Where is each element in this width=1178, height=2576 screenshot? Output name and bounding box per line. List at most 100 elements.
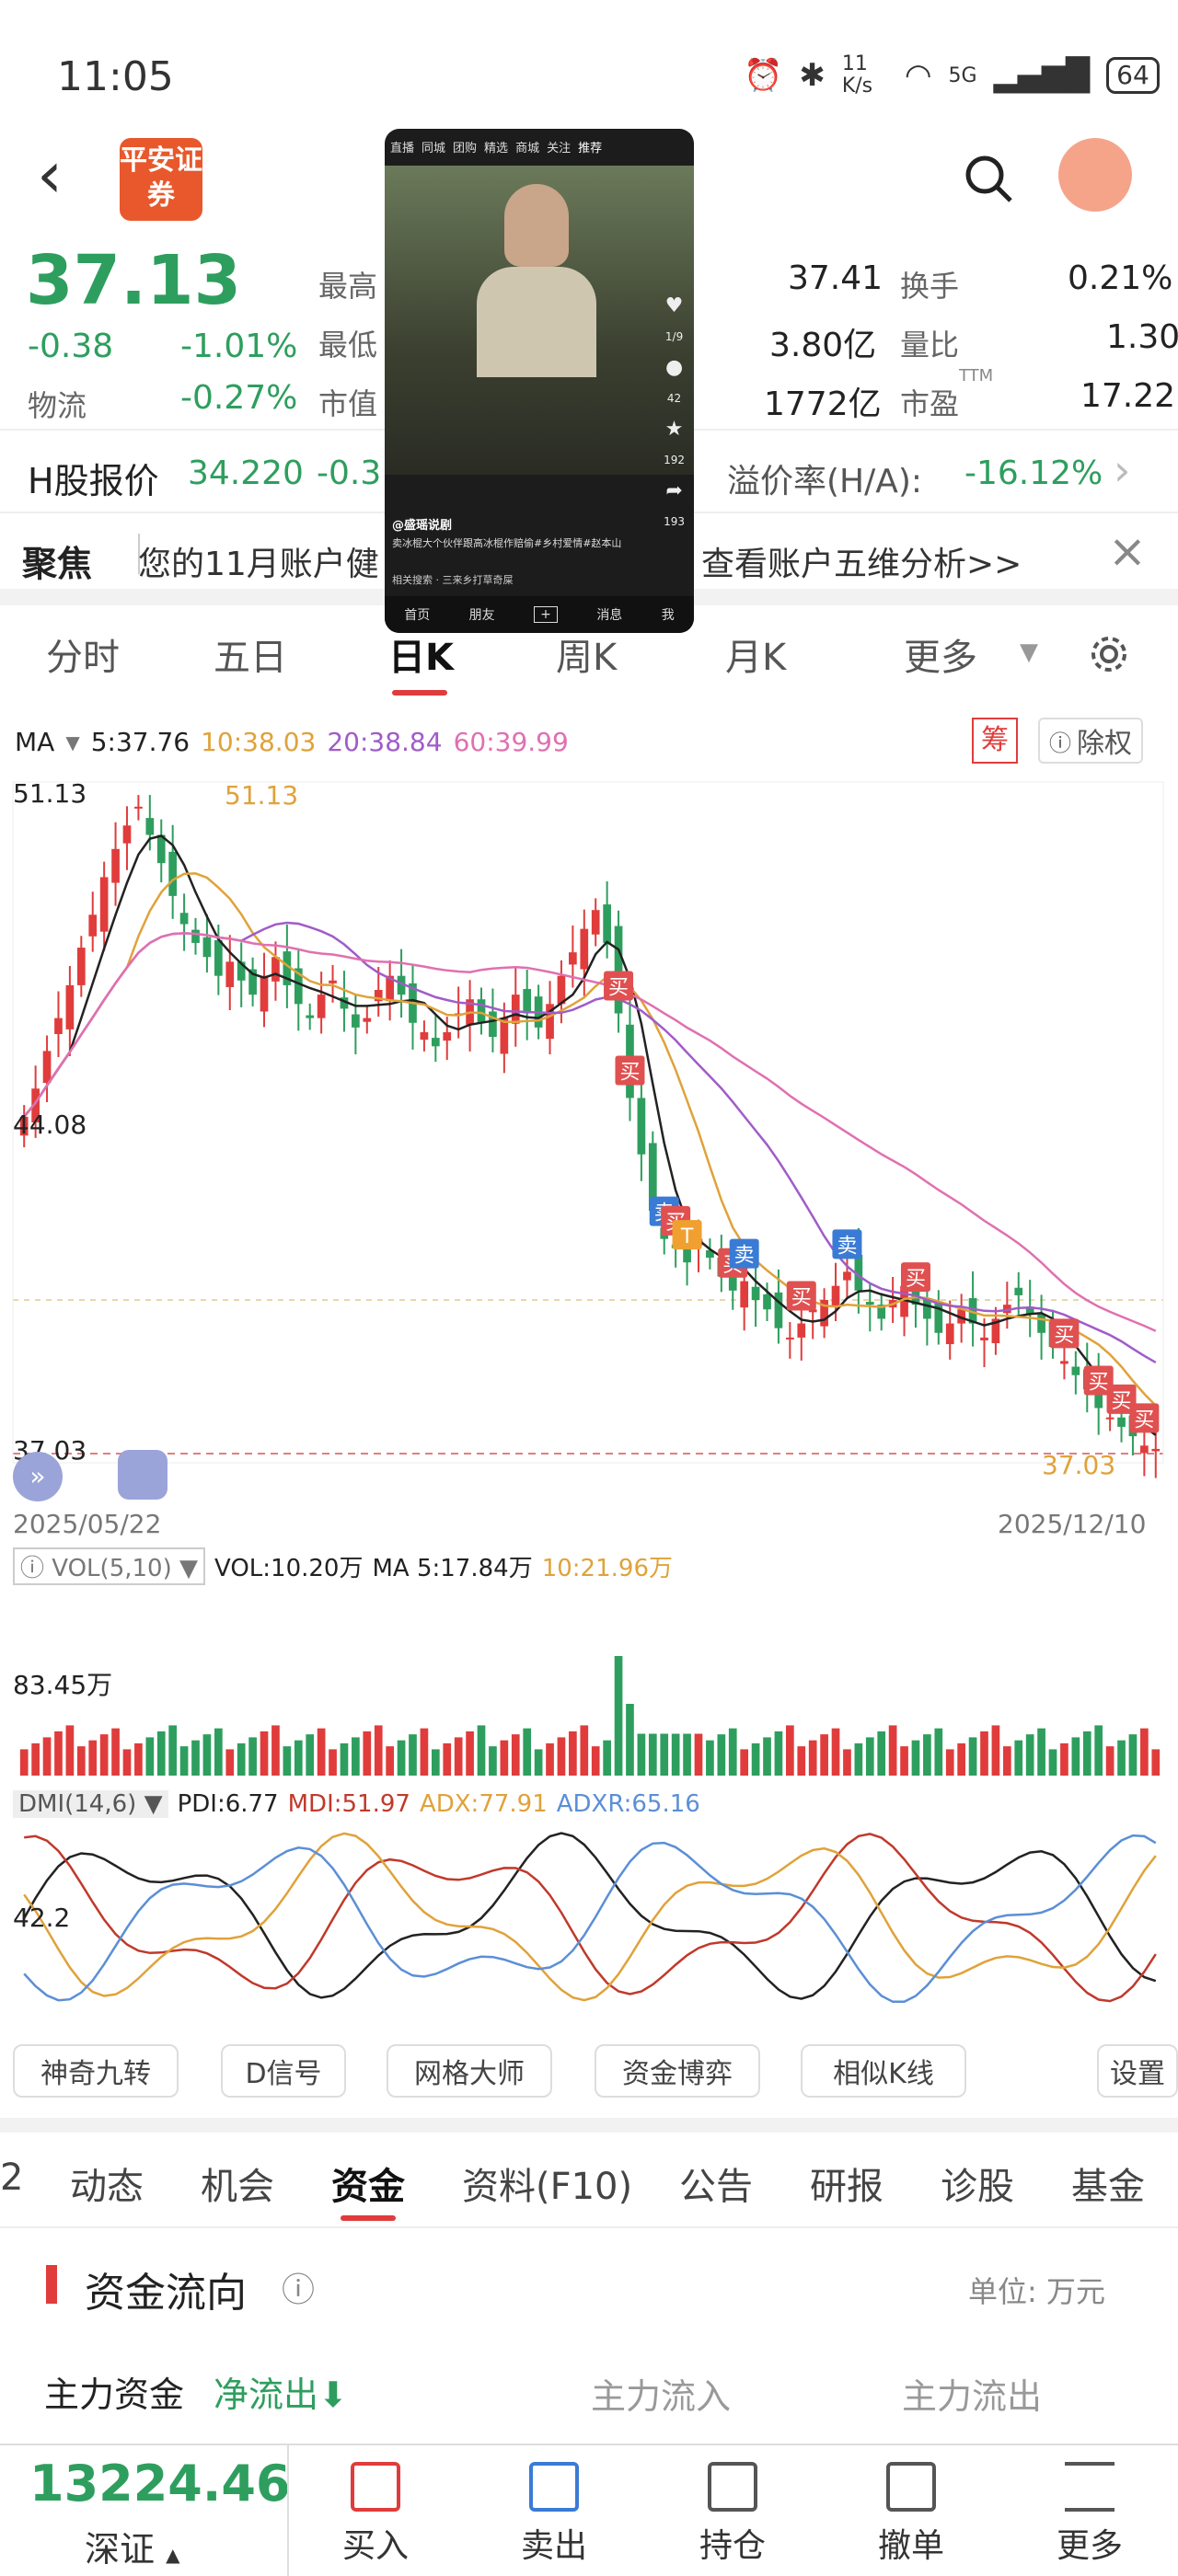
tab-capital[interactable]: 资金 [331, 2166, 405, 2208]
candle-body [831, 1285, 840, 1306]
tab-f10[interactable]: 资料(F10) [462, 2166, 633, 2208]
volume-bar [808, 1740, 817, 1776]
tab-notice[interactable]: 公告 [679, 2166, 753, 2208]
tool-grid-master[interactable]: 网格大师 [387, 2044, 552, 2098]
star-icon[interactable]: ★ [664, 418, 684, 441]
tab-diagnose[interactable]: 诊股 [941, 2166, 1014, 2208]
dmi-legend[interactable]: DMI(14,6) ▼ PDI:6.77 MDI:51.97 ADX:77.91… [13, 1790, 700, 1818]
candle-body [145, 818, 155, 835]
video-nav[interactable]: 首页 朋友 + 消息 我 [385, 596, 694, 633]
more-button[interactable]: 更多 [1034, 2462, 1145, 2567]
expand-left-button[interactable]: » [13, 1452, 63, 1501]
candle-body [443, 1031, 452, 1041]
kline-chart[interactable]: 买买卖买T买卖买卖买买买买买 [0, 718, 1178, 2024]
tool-capital-game[interactable]: 资金博弈 [595, 2044, 760, 2098]
trade-mark-label: 买 [791, 1287, 812, 1310]
index-name[interactable]: 深证 ▲ [85, 2529, 180, 2570]
trade-mark-label: 买 [608, 977, 629, 1000]
tab-fenshi[interactable]: 分时 [46, 637, 120, 679]
trade-mark-label: 买 [906, 1268, 926, 1291]
chip-button[interactable]: 筹 [972, 718, 1018, 764]
volume-bar [1060, 1742, 1068, 1776]
fuquan-button[interactable]: ⓘ 除权 [1038, 718, 1143, 764]
heart-icon[interactable]: ♥ [664, 294, 684, 317]
tab-news[interactable]: 动态 [70, 2166, 144, 2208]
volume-bar [42, 1737, 52, 1776]
wifi-icon: ◠ [904, 57, 932, 94]
chevron-right-icon[interactable]: › [1114, 445, 1131, 495]
tab-fund[interactable]: 基金 [1071, 2166, 1145, 2208]
tab-chance[interactable]: 机会 [201, 2166, 274, 2208]
high-marker: 51.13 [225, 780, 299, 811]
tab-yuek[interactable]: 月K [725, 637, 787, 679]
tool-nine-turn[interactable]: 神奇九转 [13, 2044, 179, 2098]
vol-legend[interactable]: ⓘ VOL(5,10) ▼ VOL:10.20万 MA 5:17.84万 10:… [13, 1547, 673, 1585]
index-value[interactable]: 13224.46 [29, 2455, 291, 2513]
candle-body [260, 975, 269, 1012]
candle-body [214, 939, 223, 976]
volume-bar [671, 1733, 680, 1776]
video-author[interactable]: @盛瑶说剧 [392, 519, 453, 533]
chevron-down-icon[interactable]: ▼ [1020, 638, 1038, 666]
ma-legend[interactable]: MA ▼ 5:37.76 10:38.03 20:38.84 60:39.99 [15, 727, 569, 757]
video-tabs[interactable]: 直播 同城 团购 精选 商城 关注 推荐 [390, 142, 603, 155]
y-label-high: 51.13 [13, 778, 87, 809]
focus-label: 聚焦 [22, 544, 93, 584]
close-icon[interactable]: × [1108, 524, 1147, 578]
trade-mark [1129, 1403, 1160, 1433]
position-icon [708, 2462, 757, 2512]
sector-label[interactable]: 物流 [28, 388, 87, 423]
fullscreen-icon[interactable] [118, 1450, 167, 1500]
candle-body [156, 834, 166, 864]
tab-rik[interactable]: 日K [388, 637, 454, 679]
tool-settings[interactable]: 设置 [1097, 2044, 1178, 2098]
tool-similar-k[interactable]: 相似K线 [801, 2044, 966, 2098]
candle-body [591, 910, 600, 935]
tab-more[interactable]: 更多 [904, 637, 977, 679]
premium-value: -16.12% [964, 454, 1103, 492]
search-icon[interactable] [963, 153, 1014, 204]
sell-button[interactable]: 卖出 [499, 2462, 609, 2567]
volume-bar [945, 1749, 954, 1776]
position-button[interactable]: 持仓 [677, 2462, 788, 2567]
volume-bar [694, 1733, 703, 1776]
comment-icon[interactable]: ● [664, 356, 684, 379]
floating-video[interactable]: 直播 同城 团购 精选 商城 关注 推荐 ♥ 1/9 ● 42 ★ 192 ➦ 193 … [385, 129, 694, 633]
focus-link[interactable]: 查看账户五维分析>> [701, 546, 1022, 583]
cancel-order-button[interactable]: 撤单 [856, 2462, 966, 2567]
back-button[interactable]: ‹ [37, 137, 63, 213]
volume-bar [1151, 1749, 1161, 1776]
candle-body [1014, 1287, 1023, 1295]
volume-bar [980, 1731, 988, 1776]
tool-d-signal[interactable]: D信号 [221, 2044, 346, 2098]
candle-body [511, 995, 520, 1024]
capital-info-icon[interactable]: ⓘ [282, 2271, 316, 2309]
video-side-actions[interactable]: ♥ 1/9 ● 42 ★ 192 ➦ 193 [664, 294, 685, 528]
volume-bars [19, 1656, 1161, 1776]
candle-body [329, 980, 337, 983]
candle-body [76, 948, 86, 985]
gear-icon[interactable] [1088, 633, 1130, 675]
candle-body [1002, 1305, 1011, 1314]
ma-dropdown-icon: ▼ [65, 730, 80, 753]
video-search[interactable]: 相关搜索 · 三来乡打草奇屎 [392, 574, 514, 586]
tab-prev[interactable]: 2 [0, 2156, 24, 2199]
candle-body [477, 999, 486, 1023]
video-caption: 卖冰棍大个伙伴跟高冰棍作赔偷#乡村爱情#赵本山 [392, 537, 622, 549]
volume-bar [603, 1740, 611, 1776]
x-label-start: 2025/05/22 [13, 1509, 162, 1539]
candle-body [99, 877, 109, 932]
tab-research[interactable]: 研报 [810, 2166, 884, 2208]
candle-body [88, 914, 98, 937]
candle-body [923, 1299, 931, 1319]
arrow-down-icon: ⬇ [318, 2375, 348, 2415]
adx-line [23, 1832, 1157, 2002]
tab-wuri[interactable]: 五日 [214, 637, 287, 679]
buy-button[interactable]: 买入 [320, 2462, 431, 2567]
volume-bar [865, 1737, 874, 1776]
focus-text[interactable]: 您的11月账户健 [138, 546, 379, 583]
tab-zhouk[interactable]: 周K [556, 637, 618, 679]
avatar[interactable] [1058, 138, 1132, 212]
share-icon[interactable]: ➦ [665, 479, 683, 502]
status-time: 11:05 [57, 53, 174, 100]
